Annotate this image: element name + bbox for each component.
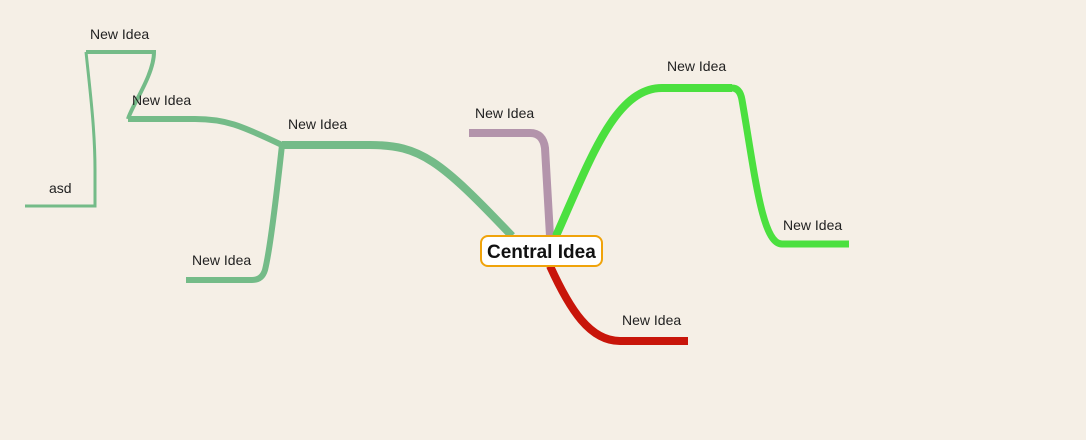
node-left-lower[interactable]: New Idea [192,252,252,268]
node-red-bottom[interactable]: New Idea [622,312,682,328]
branch-left-mid-to-left-lower [186,144,285,283]
branch-top-left-to-asd [25,51,97,208]
branch-green-top-to-green-right [731,84,849,248]
branch-central-to-left-mid [282,141,515,239]
branch-central-to-purple-top [469,129,554,237]
branch-central-to-green-top [552,84,732,238]
node-far-left[interactable]: asd [49,180,72,196]
node-left-upper[interactable]: New Idea [132,92,192,108]
node-green-right[interactable]: New Idea [783,217,843,233]
node-left-mid[interactable]: New Idea [288,116,348,132]
node-top-left[interactable]: New Idea [90,26,150,42]
branch-left-upper-to-top-left [86,50,157,120]
branch-central-to-red-bottom [546,264,688,345]
central-idea-node[interactable]: Central Idea [480,235,603,267]
branch-left-mid-to-left-upper [128,116,284,148]
node-green-top[interactable]: New Idea [667,58,727,74]
node-purple-top[interactable]: New Idea [475,105,535,121]
